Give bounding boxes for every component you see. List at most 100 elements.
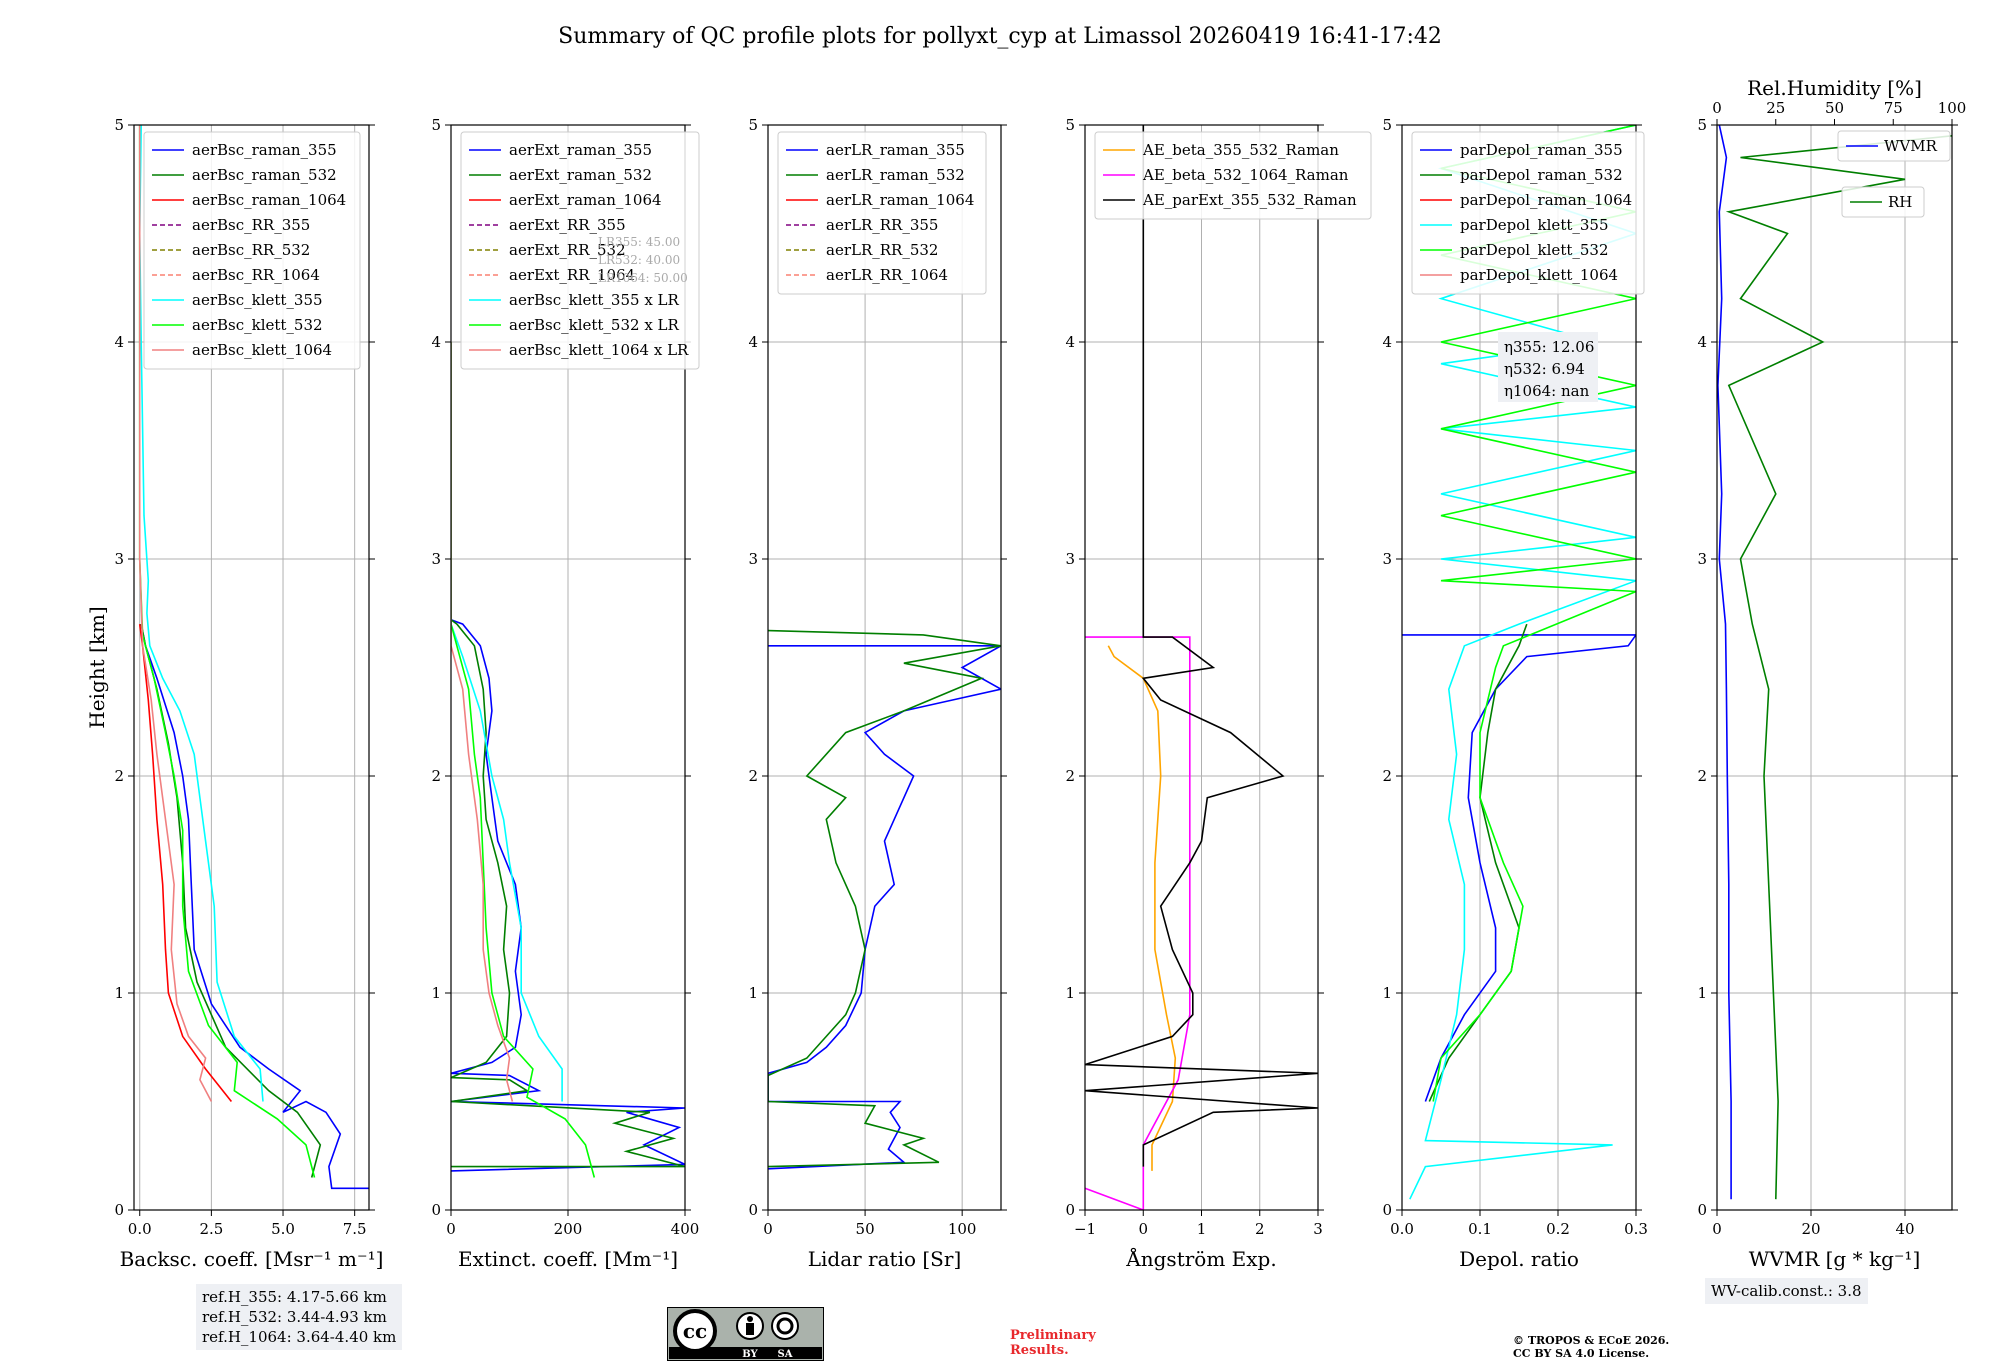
legend-label: aerBsc_klett_532 x LR (509, 316, 680, 334)
y-tick-label: 3 (1382, 550, 1392, 568)
y-tick-label: 3 (431, 550, 441, 568)
y-tick-label: 1 (748, 984, 758, 1002)
series-aerBsc_klett_355 (138, 125, 264, 1102)
legend-label: aerBsc_RR_1064 (192, 266, 320, 284)
axes-frame (1716, 124, 1953, 1211)
legend-label: WVMR (1884, 137, 1938, 155)
y-tick-label: 0 (748, 1201, 758, 1219)
y-tick-label: 1 (1065, 984, 1075, 1002)
x-tick-label: 40 (1895, 1220, 1914, 1238)
axes-frame (133, 124, 370, 1211)
series-group (1085, 125, 1318, 1210)
x-tick-label: 3 (1313, 1220, 1323, 1238)
x-tick-label: 0.1 (1468, 1220, 1492, 1238)
y-tick-label: 4 (114, 333, 124, 351)
y-tick-label: 0 (431, 1201, 441, 1219)
series-AE_beta_355_532_Raman (1107, 645, 1177, 1171)
legend-box (460, 131, 700, 370)
series-aerExt_raman_355 (451, 619, 685, 1172)
top-x-tick-label: 25 (1766, 99, 1785, 117)
series-aerBsc_klett_355 x LR (451, 342, 563, 1102)
legend-label: parDepol_raman_1064 (1460, 191, 1632, 209)
x-tick-label: 0 (763, 1220, 773, 1238)
y-tick-label: 4 (431, 333, 441, 351)
series-group (768, 629, 1001, 1170)
legend-label: aerBsc_klett_1064 x LR (509, 341, 689, 359)
x-tick-label: 0.2 (1546, 1220, 1570, 1238)
legend-label: aerLR_RR_355 (826, 216, 938, 234)
series-parDepol_raman_355 (1402, 634, 1636, 1102)
panel-wv: 0 20 40 0 25 50 75 100 Rel.Humidity [%] 0 1 2 3 4 5 WVM… (1697, 76, 1966, 1271)
legend-box (1841, 186, 1925, 218)
legend-box (143, 131, 361, 370)
legend-label: RH (1888, 193, 1912, 211)
legend-label: aerLR_raman_532 (826, 166, 965, 184)
legend-label: aerBsc_klett_355 (192, 291, 323, 309)
sa-icon (771, 1312, 799, 1340)
y-tick-label: 3 (114, 550, 124, 568)
x-tick-label: 200 (554, 1220, 583, 1238)
legend-label: aerBsc_raman_532 (192, 166, 337, 184)
by-label: BY (742, 1349, 758, 1360)
top-axis-label: Rel.Humidity [%] (1747, 76, 1922, 100)
y-tick-label: 4 (748, 333, 758, 351)
x-tick-label: 0 (1712, 1220, 1722, 1238)
series-group (138, 125, 369, 1190)
panel-bsc: 0.0 2.5 5.0 7.5 0 1 2 3 4 5 Backsc. coeff. [Msr⁻¹ … (85, 116, 383, 1271)
y-tick-label: 2 (748, 767, 758, 785)
legend-label: AE_beta_532_1064_Raman (1142, 166, 1349, 184)
lr-note: LR1064: 50.00 (598, 271, 688, 285)
y-tick-label: 0 (114, 1201, 124, 1219)
preliminary-line2: Results. (1010, 1343, 1069, 1358)
x-axis-label: Ångström Exp. (1125, 1246, 1276, 1271)
y-tick-label: 1 (1382, 984, 1392, 1002)
top-x-tick-label: 50 (1825, 99, 1844, 117)
legend-box (777, 131, 987, 295)
y-tick-label: 5 (1697, 116, 1707, 134)
legend-box (1094, 131, 1372, 220)
x-tick-label: 2.5 (199, 1220, 223, 1238)
legend-label: parDepol_raman_532 (1460, 166, 1623, 184)
legend-label: aerExt_RR_1064 (509, 266, 635, 284)
eta-box (1498, 332, 1598, 402)
series-RH (1725, 135, 1952, 1200)
copyright-line2: CC BY SA 4.0 License. (1513, 1347, 1650, 1360)
lr-note: LR532: 40.00 (598, 253, 680, 267)
series-AE_beta_532_1064_Raman (1085, 636, 1191, 1210)
legend-label: aerLR_raman_355 (826, 141, 965, 159)
y-tick-label: 4 (1065, 333, 1075, 351)
lr-note: LR355: 45.00 (598, 235, 680, 249)
figure-title: Summary of QC profile plots for pollyxt_… (558, 24, 1442, 49)
legend-label: aerBsc_RR_355 (192, 216, 310, 234)
ref-height-355: ref.H_355: 4.17-5.66 km (202, 1288, 387, 1306)
preliminary-line1: Preliminary (1010, 1328, 1096, 1343)
legend-label: aerBsc_klett_355 x LR (509, 291, 680, 309)
x-tick-label: 1 (1197, 1220, 1207, 1238)
y-tick-label: 2 (431, 767, 441, 785)
copyright-label: © TROPOS & ECoE 2026. CC BY SA 4.0 Licen… (1513, 1334, 1669, 1360)
series-aerBsc_klett_1064 (138, 125, 213, 1102)
cc-badge-label: cc (683, 1319, 707, 1343)
x-tick-label: 20 (1801, 1220, 1820, 1238)
x-tick-label: 50 (856, 1220, 875, 1238)
x-tick-label: −1 (1074, 1220, 1096, 1238)
legend-label: parDepol_klett_532 (1460, 241, 1609, 259)
preliminary-label: Preliminary Results. (1010, 1328, 1096, 1358)
legend-label: aerExt_RR_355 (509, 216, 626, 234)
x-tick-label: 400 (671, 1220, 700, 1238)
sa-label: SA (778, 1349, 793, 1360)
y-tick-label: 0 (1382, 1201, 1392, 1219)
top-x-tick-label: 100 (1938, 99, 1967, 117)
eta-note: η1064: nan (1504, 382, 1590, 400)
copyright-line1: © TROPOS & ECoE 2026. (1513, 1334, 1670, 1347)
legend-label: aerBsc_raman_1064 (192, 191, 346, 209)
y-tick-label: 0 (1697, 1201, 1707, 1219)
x-tick-label: 100 (948, 1220, 977, 1238)
legend-label: aerBsc_RR_532 (192, 241, 310, 259)
legend-label: aerBsc_raman_355 (192, 141, 337, 159)
legend-label: aerExt_raman_355 (509, 141, 652, 159)
top-x-tick-label: 0 (1712, 99, 1722, 117)
top-x-tick-label: 75 (1884, 99, 1903, 117)
